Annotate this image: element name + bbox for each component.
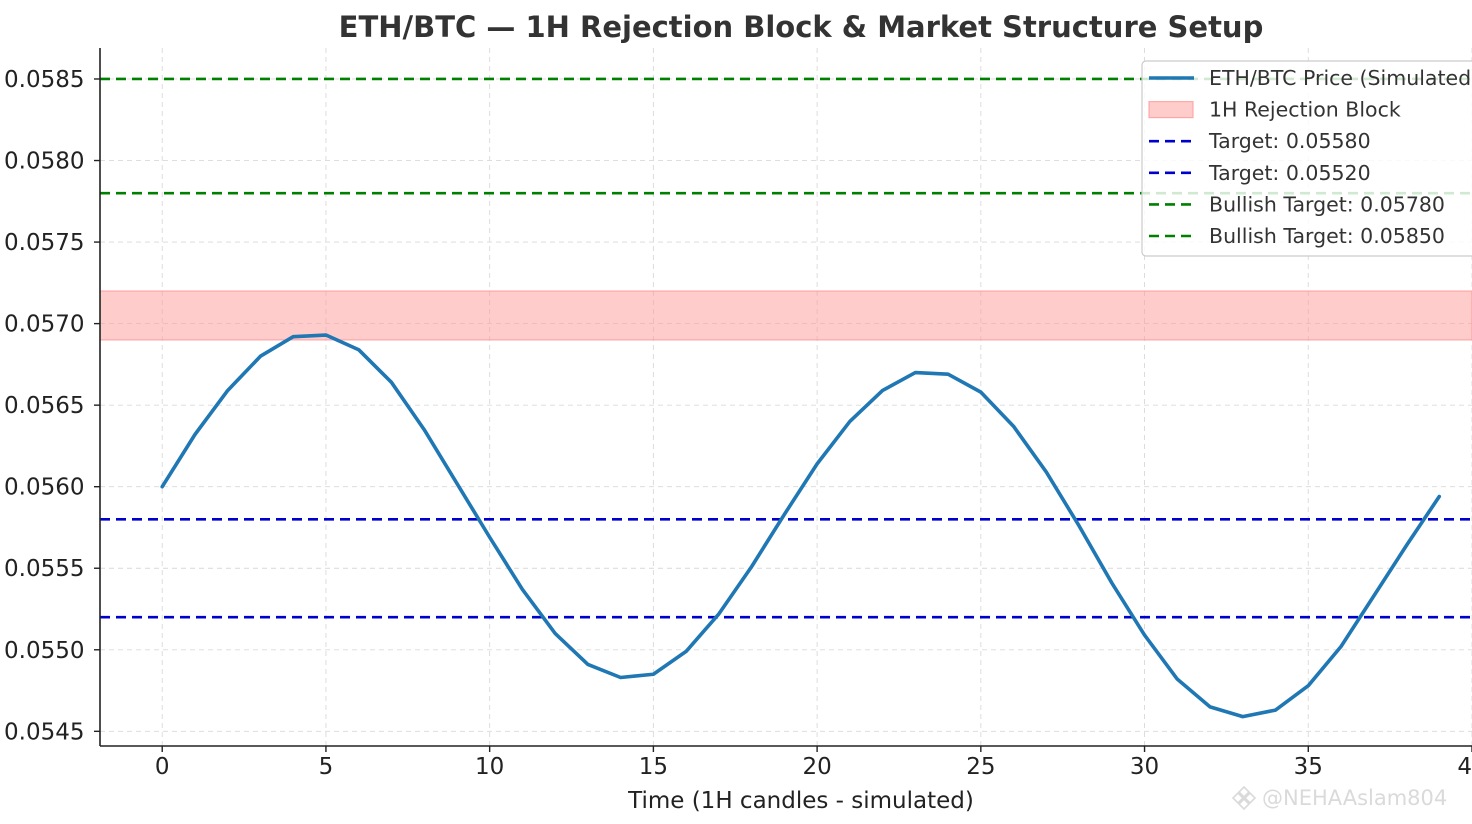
x-tick-label: 40 — [1457, 754, 1472, 780]
y-ticks: 0.0545 0.0550 0.0555 0.0560 0.0565 0.0570 0.05… — [4, 67, 100, 745]
x-tick-label: 5 — [319, 754, 334, 780]
x-tick-label: 25 — [966, 754, 995, 780]
x-axis-label: Time (1H candles - simulated) — [627, 788, 974, 814]
x-ticks: 0 5 10 15 20 25 30 35 40 — [155, 746, 1472, 780]
x-tick-label: 0 — [155, 754, 170, 780]
rejection-block-band — [100, 290, 1472, 341]
binance-logo-icon — [1231, 785, 1257, 811]
legend-label: ETH/BTC Price (Simulated) — [1209, 66, 1472, 90]
legend-label: Target: 0.05580 — [1208, 129, 1371, 153]
y-tick-label: 0.0585 — [4, 67, 84, 93]
x-tick-label: 30 — [1130, 754, 1159, 780]
chart-title: ETH/BTC — 1H Rejection Block & Market St… — [339, 10, 1264, 44]
y-tick-label: 0.0570 — [4, 312, 84, 338]
watermark: @NEHAAslam804 — [1231, 785, 1447, 811]
y-tick-label: 0.0550 — [4, 638, 84, 664]
x-tick-label: 15 — [639, 754, 668, 780]
legend: ETH/BTC Price (Simulated) 1H Rejection Bl… — [1141, 60, 1472, 257]
price-line — [160, 333, 1442, 719]
axes — [99, 48, 1472, 747]
x-tick-label: 10 — [475, 754, 504, 780]
x-tick-label: 20 — [802, 754, 831, 780]
y-tick-label: 0.0565 — [4, 393, 84, 419]
legend-label: Bullish Target: 0.05780 — [1209, 192, 1445, 216]
y-tick-label: 0.0575 — [4, 230, 84, 256]
legend-label: Bullish Target: 0.05850 — [1209, 224, 1445, 248]
y-tick-label: 0.0545 — [4, 719, 84, 745]
legend-box — [1141, 60, 1472, 257]
legend-label: Target: 0.05520 — [1208, 161, 1371, 185]
y-tick-label: 0.0580 — [4, 149, 84, 175]
y-tick-label: 0.0555 — [4, 556, 84, 582]
x-tick-label: 35 — [1294, 754, 1323, 780]
legend-label: 1H Rejection Block — [1209, 98, 1401, 122]
series-layer — [160, 333, 1442, 719]
y-tick-label: 0.0560 — [4, 475, 84, 501]
legend-swatch-band — [1148, 100, 1194, 119]
watermark-text: @NEHAAslam804 — [1262, 786, 1447, 810]
band-layer — [100, 290, 1472, 341]
